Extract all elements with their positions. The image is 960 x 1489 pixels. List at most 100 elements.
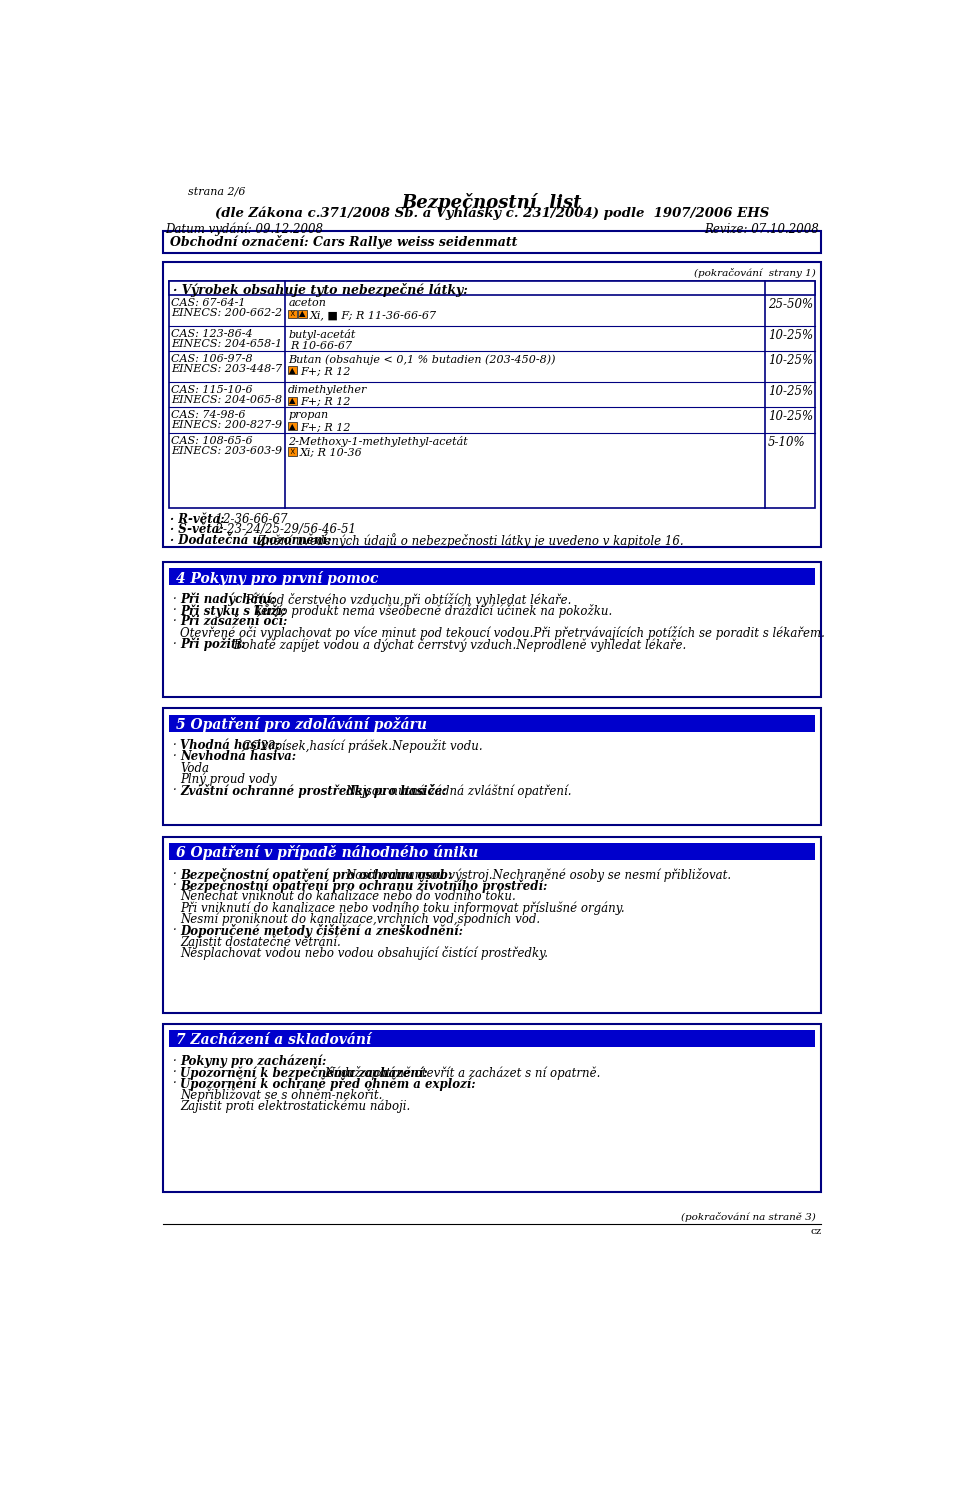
Text: Otevřené oči vyplachovat po více minut pod tekoucí vodou.Při přetrvávajících pot: Otevřené oči vyplachovat po více minut p… (180, 627, 826, 640)
Text: EINECS: 200-662-2: EINECS: 200-662-2 (171, 308, 282, 319)
Bar (288, 421, 297, 430)
Bar (169, 715, 815, 731)
Bar (162, 563, 822, 697)
Text: 10-25%: 10-25% (768, 386, 813, 398)
Text: ☓: ☓ (290, 447, 295, 457)
Text: strana 2/6: strana 2/6 (188, 186, 246, 197)
Text: ·: · (173, 783, 180, 797)
Text: 25-50%: 25-50% (768, 298, 813, 311)
Text: Plný proud vody: Plný proud vody (180, 773, 277, 786)
Text: Nevhodná hasiva:: Nevhodná hasiva: (180, 750, 297, 764)
Text: Bohatě zapíjet vodou a dýchat čerrstvý vzduch.Neprodleně vyhledat lékaře.: Bohatě zapíjet vodou a dýchat čerrstvý v… (229, 637, 686, 652)
Text: 2-23-24/25-29/56-46-51: 2-23-24/25-29/56-46-51 (207, 523, 355, 536)
Bar (288, 366, 297, 374)
Text: ▲: ▲ (289, 365, 296, 375)
Text: CAS: 108-65-6: CAS: 108-65-6 (171, 436, 252, 445)
Text: EINECS: 203-448-7: EINECS: 203-448-7 (171, 365, 282, 374)
Text: ·: · (173, 1077, 180, 1090)
Text: Zajistit proti elektrostatickému náboji.: Zajistit proti elektrostatickému náboji. (180, 1099, 411, 1114)
Text: Při požití:: Při požití: (180, 637, 250, 651)
Text: CO2?písek,hasící prášek.Nepoužit vodu.: CO2?písek,hasící prášek.Nepoužit vodu. (242, 739, 483, 753)
Text: 10-25%: 10-25% (768, 354, 813, 368)
Text: 5-10%: 5-10% (768, 436, 805, 448)
Text: · R-věta:: · R-věta: (170, 512, 225, 526)
Text: Nosit ochrannou výstroj.Nechraněné osoby se nesmí přibližovat.: Nosit ochrannou výstroj.Nechraněné osoby… (345, 868, 731, 881)
Text: Zajistit dostatečné větrání.: Zajistit dostatečné větrání. (180, 935, 341, 948)
Text: ·: · (173, 605, 180, 616)
Text: · Dodatečná upozornění:: · Dodatečná upozornění: (170, 533, 331, 546)
Text: 6 Opatření v případě náhodného úniku: 6 Opatření v případě náhodného úniku (176, 846, 478, 861)
Bar (162, 231, 822, 253)
Bar (162, 1024, 822, 1193)
Text: EINECS: 204-065-8: EINECS: 204-065-8 (171, 395, 282, 405)
Text: ·: · (173, 750, 180, 764)
Text: Datum vydání: 09.12.2008: Datum vydání: 09.12.2008 (165, 222, 323, 237)
Bar (288, 310, 297, 319)
Text: (pokračování na straně 3): (pokračování na straně 3) (682, 1212, 816, 1222)
Text: · Výrobek obsahuje tyto nebezpečné látky:: · Výrobek obsahuje tyto nebezpečné látky… (173, 283, 468, 296)
Text: ☓: ☓ (290, 308, 295, 319)
Text: CAS: 106-97-8: CAS: 106-97-8 (171, 354, 252, 365)
Text: F+; R 12: F+; R 12 (300, 423, 350, 433)
Bar (162, 837, 822, 1013)
Bar (288, 447, 297, 456)
Text: dimethylether: dimethylether (288, 386, 368, 395)
Text: 10-25%: 10-25% (768, 411, 813, 423)
Text: EINECS: 200-827-9: EINECS: 200-827-9 (171, 420, 282, 430)
Text: 10-25%: 10-25% (768, 329, 813, 342)
Text: Voda: Voda (180, 761, 209, 774)
Text: ·: · (173, 637, 180, 651)
Text: Xi; R 10-36: Xi; R 10-36 (300, 448, 363, 459)
Text: Nejsou nutná žádná zvláštní opatření.: Nejsou nutná žádná zvláštní opatření. (345, 783, 571, 798)
Text: Při zasažení očí:: Při zasažení očí: (180, 615, 288, 628)
Text: ·: · (173, 868, 180, 881)
Text: Nesplachovat vodou nebo vodou obsahující čistící prostředky.: Nesplachovat vodou nebo vodou obsahující… (180, 946, 548, 960)
Text: aceton: aceton (288, 298, 326, 308)
Text: ▲: ▲ (289, 421, 296, 430)
Text: EINECS: 203-603-9: EINECS: 203-603-9 (171, 445, 282, 456)
Text: (pokračování  strany 1): (pokračování strany 1) (694, 268, 816, 278)
Bar (169, 569, 815, 585)
Text: Přívod čerstvého vzduchu,při obtížích vyhledat lékaře.: Přívod čerstvého vzduchu,při obtížích vy… (242, 593, 571, 608)
Text: Butan (obsahuje < 0,1 % butadien (203-450-8)): Butan (obsahuje < 0,1 % butadien (203-45… (288, 354, 556, 365)
Text: 5 Opatření pro zdolávání požáru: 5 Opatření pro zdolávání požáru (176, 716, 427, 733)
Text: Nádrž opatrně otevřít a zacházet s ní opatrně.: Nádrž opatrně otevřít a zacházet s ní op… (324, 1066, 601, 1080)
Text: 2-Methoxy-1-methylethyl-acetát: 2-Methoxy-1-methylethyl-acetát (288, 436, 468, 447)
Text: ▲: ▲ (300, 310, 306, 319)
Text: Xi, ■ F; R 11-36-66-67: Xi, ■ F; R 11-36-66-67 (310, 310, 437, 320)
Text: Nesmí proniknout do kanalizace,vrchních vod,spodních vod.: Nesmí proniknout do kanalizace,vrchních … (180, 913, 540, 926)
Text: Bezpečnostní opatření pro ochranu osob:: Bezpečnostní opatření pro ochranu osob: (180, 868, 457, 881)
Text: Upozornění k ochraně před ohněm a explozí:: Upozornění k ochraně před ohněm a exploz… (180, 1077, 476, 1091)
Text: F+; R 12: F+; R 12 (300, 366, 350, 377)
Bar (169, 843, 815, 861)
Bar (288, 396, 297, 405)
Bar (162, 709, 822, 825)
Bar (169, 281, 815, 508)
Text: Doporučené metody čištění a zneškodnění:: Doporučené metody čištění a zneškodnění: (180, 923, 464, 938)
Text: Zváštní ochranné prostředky pro hasiče:: Zváštní ochranné prostředky pro hasiče: (180, 783, 451, 798)
Text: Nenechat vniknout do kanalizace nebo do vodního toku.: Nenechat vniknout do kanalizace nebo do … (180, 890, 516, 904)
Text: Při styku s kůží:: Při styku s kůží: (180, 605, 291, 618)
Text: EINECS: 204-658-1: EINECS: 204-658-1 (171, 339, 282, 348)
Text: · S-věta:: · S-věta: (170, 523, 224, 536)
Text: Upozornění k bezpečnému zacházení:: Upozornění k bezpečnému zacházení: (180, 1066, 432, 1080)
Text: ·: · (173, 739, 180, 752)
Text: Při nadýchání:: Při nadýchání: (180, 593, 280, 606)
Text: Znění uvedených údajů o nebezpečnosti látky je uvedeno v kapitole 16.: Znění uvedených údajů o nebezpečnosti lá… (254, 533, 684, 548)
Bar (169, 1030, 815, 1047)
Text: 12-36-66-67: 12-36-66-67 (207, 512, 287, 526)
Text: CAS: 123-86-4: CAS: 123-86-4 (171, 329, 252, 339)
Text: Nepřibližovat se s ohněm-nekořit.: Nepřibližovat se s ohněm-nekořit. (180, 1088, 383, 1102)
Text: ·: · (173, 1066, 180, 1080)
Text: ·: · (173, 593, 180, 606)
Bar (169, 281, 815, 295)
Text: propan: propan (288, 411, 328, 420)
Text: Tento produkt nemá všeobecně dráždící účinek na pokožku.: Tento produkt nemá všeobecně dráždící úč… (254, 605, 612, 618)
Text: butyl-acetát: butyl-acetát (288, 329, 355, 339)
Text: Bezpečnostní opatření pro ochranu životního prostředí:: Bezpečnostní opatření pro ochranu životn… (180, 879, 548, 893)
Text: cz: cz (810, 1227, 822, 1236)
Text: ·: · (173, 923, 180, 937)
Text: CAS: 67-64-1: CAS: 67-64-1 (171, 298, 246, 308)
Text: CAS: 74-98-6: CAS: 74-98-6 (171, 411, 246, 420)
Text: R 10-66-67: R 10-66-67 (290, 341, 352, 351)
